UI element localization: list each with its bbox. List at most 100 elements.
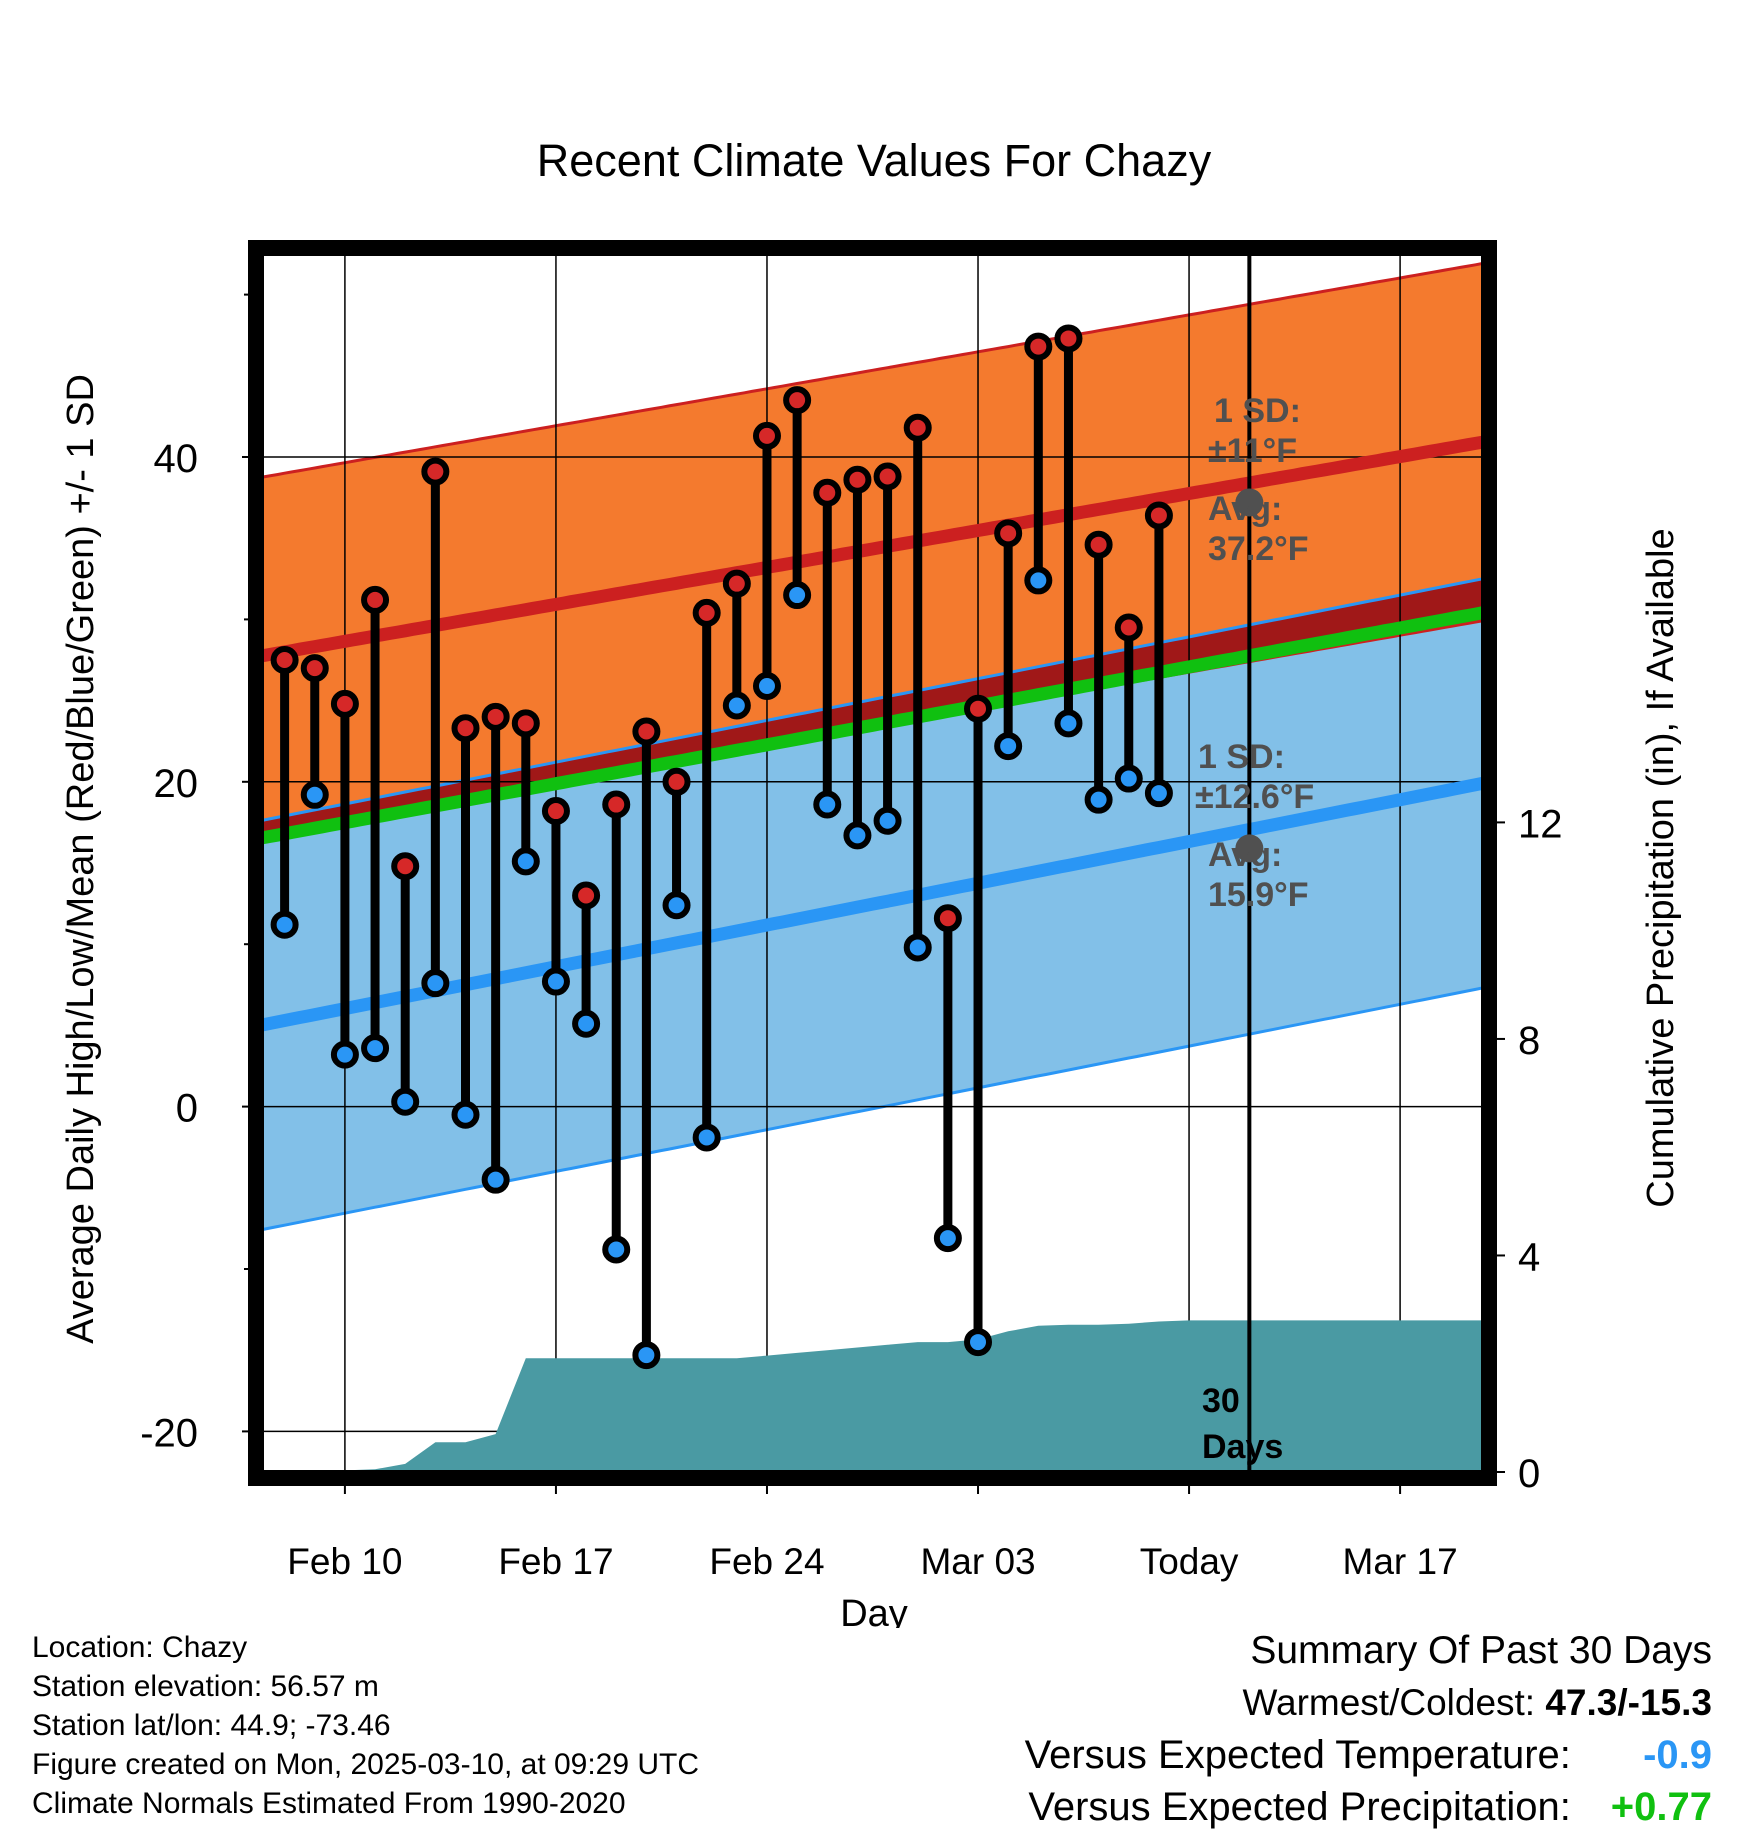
- observed-high-point: [421, 457, 450, 486]
- observed-high-point: [270, 646, 299, 674]
- observed-low-point: [873, 806, 902, 835]
- observed-high-point: [300, 654, 329, 683]
- observed-low-point: [361, 1034, 390, 1063]
- observed-high-point: [722, 569, 751, 598]
- low-avg-value: 15.9°F: [1208, 876, 1309, 914]
- observed-high-point: [1024, 332, 1053, 361]
- observed-low-point: [1054, 709, 1083, 738]
- observed-low-point: [933, 1224, 962, 1253]
- observed-high-point: [903, 413, 932, 442]
- observed-high-point: [632, 717, 661, 746]
- observed-high-point: [391, 852, 420, 881]
- observed-high-point: [541, 797, 570, 826]
- x-tick-label: Mar 17: [1343, 1541, 1458, 1582]
- precip-anomaly-value: +0.77: [1610, 1785, 1712, 1829]
- warm-cold-label: Warmest/Coldest:: [1242, 1682, 1536, 1723]
- observed-low-point: [300, 780, 329, 809]
- normals-text: Climate Normals Estimated From 1990-2020: [32, 1787, 626, 1820]
- observed-high-point: [1114, 613, 1143, 642]
- observed-high-point: [752, 421, 781, 450]
- precip-anomaly-label: Versus Expected Precipitation:: [1028, 1785, 1571, 1829]
- observed-low-point: [843, 821, 872, 850]
- x-tick-label: Mar 03: [920, 1541, 1035, 1582]
- y-axis-label: Average Daily High/Low/Mean (Red/Blue/Gr…: [60, 374, 102, 1344]
- x-tick-label: Feb 17: [498, 1541, 613, 1582]
- observed-low-point: [813, 790, 842, 819]
- y2-axis-label: Cumulative Precipitation (in), If Availa…: [1640, 528, 1682, 1207]
- observed-high-point: [572, 881, 601, 910]
- observed-low-point: [1084, 785, 1113, 814]
- high-sd-label: 1 SD:: [1214, 392, 1301, 430]
- observed-low-point: [692, 1123, 721, 1152]
- summary-panel: Summary Of Past 30 Days Warmest/Coldest:…: [1025, 1625, 1712, 1833]
- observed-high-point: [330, 689, 359, 718]
- y2-tick-label: 8: [1518, 1019, 1540, 1063]
- observed-high-point: [813, 478, 842, 507]
- high-avg-label: Avg:: [1208, 490, 1282, 528]
- observed-high-point: [994, 519, 1023, 548]
- observed-high-point: [451, 714, 480, 743]
- observed-low-point: [903, 933, 932, 962]
- observed-low-point: [1144, 779, 1173, 808]
- window-label-days: Days: [1202, 1428, 1283, 1466]
- low-sd-value: ±12.6°F: [1195, 778, 1314, 816]
- observed-low-point: [1024, 566, 1053, 595]
- observed-low-point: [572, 1009, 601, 1038]
- observed-high-point: [361, 585, 390, 614]
- plot-frame: [248, 240, 1497, 1486]
- normal-high-line: [262, 435, 1483, 663]
- x-tick-label: Feb 10: [287, 1541, 402, 1582]
- observed-high-point: [843, 465, 872, 494]
- observed-low-point: [632, 1341, 661, 1370]
- observed-high-point: [783, 386, 812, 415]
- temp-anomaly-value: -0.9: [1643, 1733, 1712, 1777]
- summary-title: Summary Of Past 30 Days: [1250, 1629, 1712, 1672]
- x-tick-label: Feb 24: [709, 1541, 824, 1582]
- window-label-number: 30: [1202, 1382, 1240, 1420]
- observed-high-point: [964, 694, 993, 723]
- temp-anomaly-label: Versus Expected Temperature:: [1024, 1733, 1571, 1777]
- warm-cold-value: 47.3/-15.3: [1545, 1682, 1712, 1723]
- observed-high-point: [481, 702, 510, 731]
- latlon-text: Station lat/lon: 44.9; -73.46: [32, 1709, 391, 1742]
- observed-low-point: [722, 691, 751, 720]
- low-sd-lower-line: [262, 986, 1483, 1232]
- high-avg-value: 37.2°F: [1208, 530, 1309, 568]
- x-tick-label: Today: [1140, 1541, 1239, 1582]
- observed-high-point: [662, 767, 691, 796]
- normal-low-today-point: [1235, 834, 1264, 863]
- precipitation-area: [284, 1320, 1483, 1472]
- observed-low-point: [1114, 764, 1143, 793]
- observed-high-point: [602, 790, 631, 819]
- observed-high-point: [933, 904, 962, 933]
- observed-low-point: [451, 1100, 480, 1129]
- observed-low-point: [964, 1328, 993, 1357]
- temp-anomaly-row: Versus Expected Temperature: -0.9: [1025, 1729, 1712, 1781]
- location-text: Location: Chazy: [32, 1631, 248, 1664]
- observed-low-point: [270, 910, 299, 939]
- y-tick-label: 0: [176, 1087, 198, 1131]
- observed-high-point: [1084, 530, 1113, 559]
- chart-title: Recent Climate Values For Chazy: [537, 135, 1212, 186]
- y2-tick-label: 0: [1518, 1452, 1540, 1496]
- high-sd-upper-line: [262, 261, 1483, 479]
- climate-chart: Recent Climate Values For Chazy 1 SD:±11…: [60, 135, 1682, 1628]
- y2-tick-label: 4: [1518, 1235, 1540, 1279]
- sd-overlap-band: [262, 578, 1483, 835]
- observed-low-point: [752, 671, 781, 700]
- observed-low-point: [481, 1165, 510, 1194]
- observed-low-point: [541, 967, 570, 996]
- warm-cold-row: Warmest/Coldest: 47.3/-15.3: [1025, 1677, 1712, 1729]
- observed-low-point: [783, 581, 812, 610]
- observed-high-point: [692, 598, 721, 627]
- high-sd-value: ±11°F: [1208, 432, 1297, 470]
- y-tick-label: 40: [154, 437, 199, 481]
- observed-low-point: [994, 732, 1023, 761]
- station-info: Location: Chazy Station elevation: 56.57…: [32, 1628, 699, 1823]
- observed-high-point: [511, 709, 540, 738]
- y-tick-label: -20: [140, 1411, 198, 1455]
- observed-high-point: [1054, 324, 1083, 353]
- created-text: Figure created on Mon, 2025-03-10, at 09…: [32, 1748, 700, 1781]
- observed-low-point: [421, 969, 450, 998]
- observed-low-point: [330, 1040, 359, 1069]
